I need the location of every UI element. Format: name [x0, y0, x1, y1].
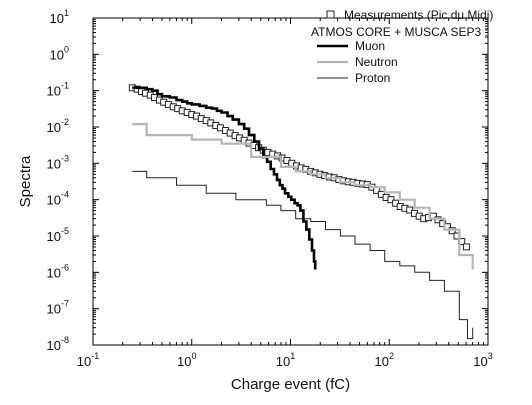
y-tick-exponent: -5 — [61, 226, 69, 236]
legend-muon-label: Muon — [355, 39, 385, 53]
x-tick-exponent: 3 — [488, 351, 493, 361]
y-tick-label: 10-5 — [47, 226, 69, 244]
x-tick-exponent: 0 — [191, 351, 196, 361]
legend-measurements-label: Measurements (Pic du Midi) — [344, 8, 493, 22]
y-tick-label: 10-1 — [47, 81, 69, 99]
proton-series-line — [132, 170, 474, 340]
y-tick-exponent: 0 — [64, 44, 69, 54]
y-axis-label: Spectra — [17, 155, 34, 207]
legend-neutron-label: Neutron — [355, 55, 398, 69]
x-tick-label: 103 — [473, 351, 492, 369]
y-tick-exponent: -8 — [61, 335, 69, 345]
neutron-series-line — [132, 123, 474, 270]
y-tick-exponent: -6 — [61, 262, 69, 272]
y-tick-label: 100 — [50, 44, 69, 62]
y-tick-exponent: -4 — [61, 190, 69, 200]
axis-frame — [92, 17, 489, 346]
y-tick-label: 10-4 — [47, 190, 69, 208]
legend-heading: ATMOS CORE + MUSCA SEP3 : — [311, 25, 488, 39]
legend: Measurements (Pic du Midi) ATMOS CORE + M… — [311, 8, 493, 85]
x-tick-exponent: -1 — [91, 351, 99, 361]
y-tick-exponent: 1 — [64, 8, 69, 18]
x-tick-label: 102 — [375, 351, 394, 369]
y-tick-label: 101 — [50, 8, 69, 26]
legend-measurement-marker — [326, 10, 335, 19]
measurement-point — [462, 243, 470, 251]
y-tick-exponent: -1 — [61, 81, 69, 91]
y-tick-label: 10-6 — [47, 262, 69, 280]
y-tick-label: 10-7 — [47, 299, 69, 317]
y-tick-label: 10-2 — [47, 117, 69, 135]
x-axis-label: Charge event (fC) — [231, 376, 350, 393]
y-tick-exponent: -2 — [61, 117, 69, 127]
x-tick-exponent: 2 — [389, 351, 394, 361]
axes: 10-1 100 101 102 10310110010-110-210-310-410… — [17, 8, 493, 393]
y-tick-label: 10-8 — [47, 335, 69, 353]
y-tick-label: 10-3 — [47, 153, 69, 171]
x-tick-label: 101 — [276, 351, 295, 369]
y-tick-exponent: -3 — [61, 153, 69, 163]
x-tick-exponent: 1 — [290, 351, 295, 361]
plot-area — [128, 84, 474, 340]
muon-series-line — [132, 86, 317, 270]
legend-proton-label: Proton — [355, 71, 390, 85]
y-tick-exponent: -7 — [61, 299, 69, 309]
x-tick-label: 10-1 — [77, 351, 99, 369]
series-group — [128, 84, 474, 340]
x-tick-label: 100 — [177, 351, 196, 369]
